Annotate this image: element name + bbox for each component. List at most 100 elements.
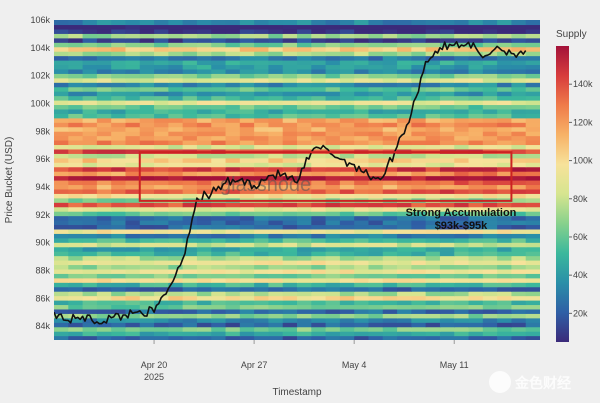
heatmap-cell bbox=[368, 184, 384, 190]
heatmap-cell bbox=[96, 180, 112, 186]
heatmap-cell bbox=[325, 108, 341, 114]
heatmap-cell bbox=[354, 211, 370, 217]
heatmap-cell bbox=[82, 322, 98, 328]
heatmap-cell bbox=[297, 33, 312, 39]
heatmap-cell bbox=[68, 51, 84, 57]
heatmap-cell bbox=[339, 100, 355, 106]
heatmap-cell bbox=[397, 202, 412, 208]
heatmap-cell bbox=[325, 326, 341, 332]
heatmap-cell bbox=[525, 131, 540, 137]
heatmap-cell bbox=[354, 237, 370, 243]
heatmap-cell bbox=[168, 100, 184, 106]
heatmap-cell bbox=[182, 335, 198, 340]
heatmap-cell bbox=[54, 282, 69, 288]
heatmap-cell bbox=[339, 68, 355, 74]
heatmap-cell bbox=[368, 291, 384, 297]
heatmap-cell bbox=[225, 117, 241, 123]
heatmap-cell bbox=[211, 51, 227, 57]
heatmap-cell bbox=[154, 255, 169, 261]
heatmap-cell bbox=[111, 77, 127, 83]
heatmap-cell bbox=[525, 162, 540, 168]
heatmap-cell bbox=[254, 86, 270, 92]
heatmap-cell bbox=[96, 100, 112, 106]
heatmap-cell bbox=[297, 220, 312, 226]
heatmap-cell bbox=[282, 286, 298, 292]
heatmap-cell bbox=[211, 313, 227, 319]
heatmap-cell bbox=[225, 268, 241, 274]
heatmap-cell bbox=[482, 286, 498, 292]
heatmap-cell bbox=[511, 20, 527, 26]
heatmap-cell bbox=[354, 131, 370, 137]
heatmap-cell bbox=[454, 100, 470, 106]
heatmap-cell bbox=[482, 228, 498, 234]
heatmap-cell bbox=[482, 188, 498, 194]
heatmap-cell bbox=[468, 277, 484, 283]
heatmap-cell bbox=[111, 162, 127, 168]
heatmap-cell bbox=[468, 193, 484, 199]
heatmap-cell bbox=[68, 55, 84, 61]
heatmap-cell bbox=[397, 233, 412, 239]
heatmap-cell bbox=[111, 286, 127, 292]
heatmap-cell bbox=[382, 82, 398, 88]
heatmap-cell bbox=[225, 184, 241, 190]
heatmap-cell bbox=[325, 206, 341, 212]
heatmap-cell bbox=[339, 166, 355, 172]
heatmap-cell bbox=[268, 24, 284, 30]
heatmap-cell bbox=[297, 291, 312, 297]
heatmap-cell bbox=[125, 140, 141, 146]
heatmap-cell bbox=[482, 77, 498, 83]
heatmap-cell bbox=[82, 95, 98, 101]
heatmap-cell bbox=[125, 77, 141, 83]
heatmap-cell bbox=[368, 37, 384, 43]
heatmap-cell bbox=[497, 162, 513, 168]
heatmap-cell bbox=[211, 206, 227, 212]
heatmap-cell bbox=[297, 233, 312, 239]
heatmap-cell bbox=[168, 166, 184, 172]
heatmap-cell bbox=[282, 326, 298, 332]
colorbar-gradient bbox=[556, 46, 569, 342]
heatmap-cell bbox=[111, 113, 127, 119]
heatmap-cell bbox=[125, 108, 141, 114]
heatmap-cell bbox=[354, 255, 370, 261]
heatmap-cell bbox=[311, 268, 327, 274]
heatmap-cell bbox=[511, 211, 527, 217]
heatmap-cell bbox=[54, 162, 69, 168]
heatmap-cell bbox=[525, 122, 540, 128]
heatmap-cell bbox=[111, 308, 127, 314]
heatmap-cell bbox=[397, 24, 412, 30]
heatmap-cell bbox=[311, 193, 327, 199]
heatmap-cell bbox=[339, 242, 355, 248]
heatmap-cell bbox=[325, 171, 341, 177]
heatmap-cell bbox=[297, 108, 312, 114]
heatmap-cell bbox=[382, 20, 398, 26]
heatmap-cell bbox=[182, 326, 198, 332]
heatmap-cell bbox=[311, 180, 327, 186]
heatmap-cell bbox=[139, 91, 155, 97]
heatmap-cell bbox=[468, 37, 484, 43]
heatmap-cell bbox=[354, 215, 370, 221]
heatmap-cell bbox=[182, 215, 198, 221]
heatmap-cell bbox=[225, 313, 241, 319]
heatmap-cell bbox=[339, 37, 355, 43]
heatmap-cell bbox=[282, 77, 298, 83]
heatmap-cell bbox=[239, 188, 255, 194]
heatmap-cell bbox=[282, 193, 298, 199]
heatmap-cell bbox=[425, 77, 441, 83]
heatmap-cell bbox=[239, 228, 255, 234]
heatmap-cell bbox=[297, 246, 312, 252]
heatmap-cell bbox=[368, 131, 384, 137]
heatmap-cell bbox=[182, 91, 198, 97]
heatmap-cell bbox=[325, 20, 341, 26]
heatmap-cell bbox=[325, 24, 341, 30]
heatmap-cell bbox=[225, 108, 241, 114]
heatmap-cell bbox=[397, 77, 412, 83]
heatmap-cell bbox=[196, 64, 212, 70]
heatmap-cell bbox=[339, 188, 355, 194]
heatmap-cell bbox=[497, 122, 513, 128]
heatmap-cell bbox=[182, 60, 198, 66]
heatmap-cell bbox=[111, 42, 127, 48]
heatmap-cell bbox=[111, 180, 127, 186]
heatmap-cell bbox=[82, 55, 98, 61]
heatmap-cell bbox=[397, 175, 412, 181]
